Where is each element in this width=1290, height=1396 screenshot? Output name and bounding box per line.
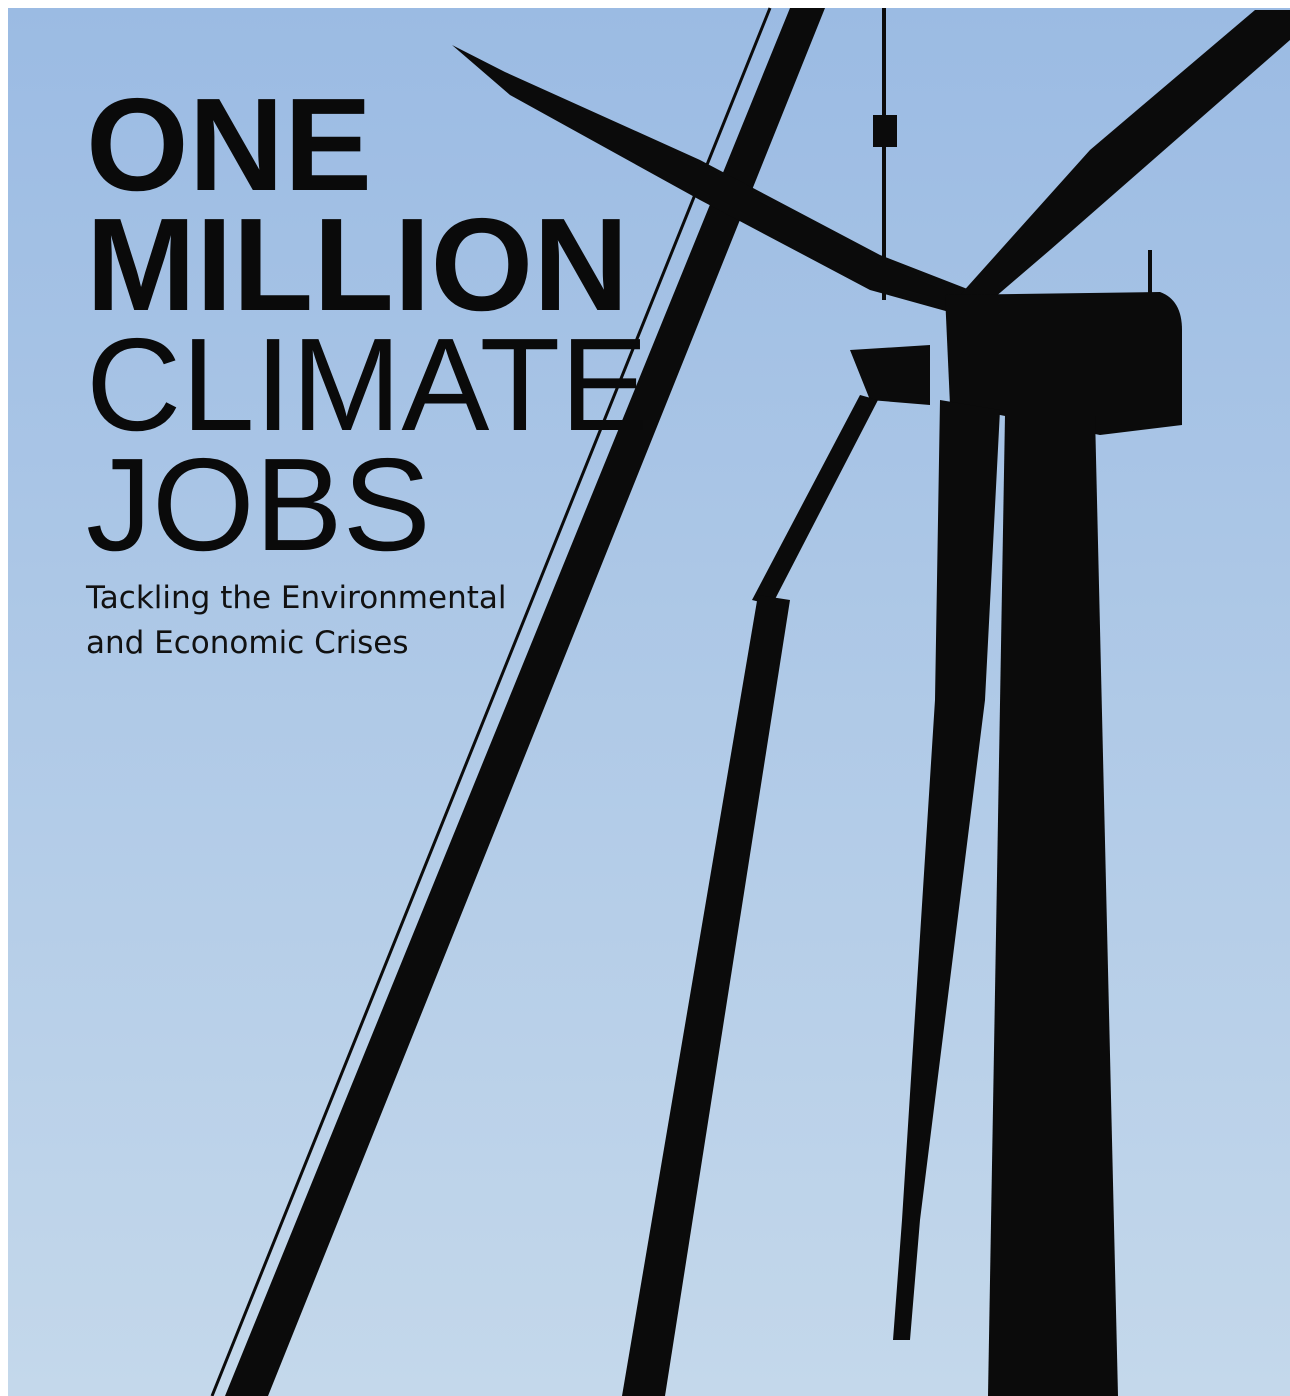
hook (873, 115, 897, 147)
subtitle-line: Tackling the Environmental (85, 580, 506, 616)
page: ONE MILLION CLIMATE JOBS Tackling the En… (0, 0, 1290, 1396)
subtitle-line: and Economic Crises (86, 625, 408, 661)
cover: ONE MILLION CLIMATE JOBS Tackling the En… (0, 0, 1290, 1396)
title-line: JOBS (86, 431, 431, 578)
